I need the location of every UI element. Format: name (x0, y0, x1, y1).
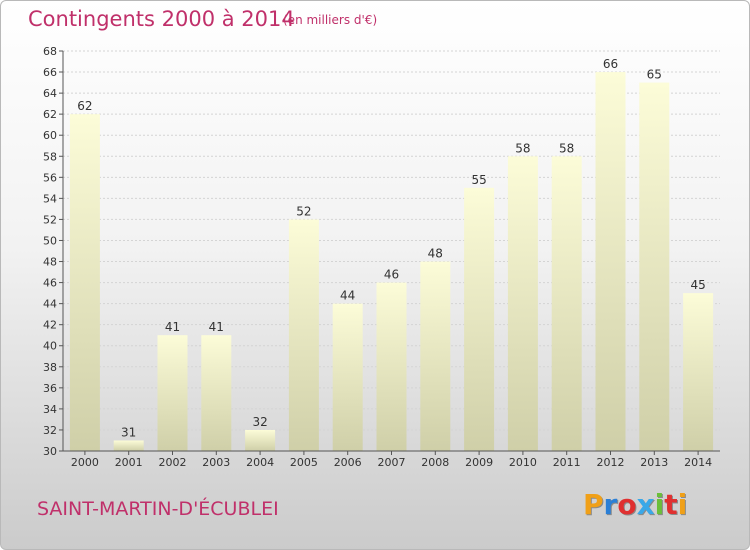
x-tick-label: 2013 (640, 456, 668, 469)
x-tick-label: 2003 (202, 456, 230, 469)
bar (376, 282, 407, 451)
data-label: 32 (252, 415, 267, 429)
x-tick-label: 2000 (71, 456, 99, 469)
y-tick-label: 46 (43, 277, 57, 290)
proxiti-logo: Proxiti (583, 488, 687, 521)
y-tick-label: 30 (43, 445, 57, 458)
data-label: 58 (515, 141, 530, 155)
y-tick-label: 42 (43, 319, 57, 332)
data-label: 46 (384, 268, 399, 282)
x-tick-label: 2004 (246, 456, 274, 469)
logo-letter: i (677, 488, 688, 521)
bar (332, 303, 363, 451)
bar (420, 261, 451, 451)
y-tick-label: 68 (43, 45, 57, 58)
y-tick-label: 64 (43, 87, 57, 100)
x-tick-label: 2007 (378, 456, 406, 469)
x-tick-label: 2010 (509, 456, 537, 469)
bar (288, 219, 319, 451)
y-axis-ticks: 30 32 34 36 38 40 42 44 46 48 50 52 54 56 58 60 62 64 66 68 (43, 45, 63, 458)
bar (201, 335, 232, 451)
logo-letter: x (636, 488, 655, 521)
y-tick-label: 48 (43, 256, 57, 269)
bar (245, 429, 276, 451)
y-tick-label: 50 (43, 234, 57, 247)
x-tick-label: 2011 (553, 456, 581, 469)
data-label: 66 (603, 57, 618, 71)
data-label: 52 (296, 204, 311, 218)
logo-letter: P (583, 488, 604, 521)
data-label: 58 (559, 141, 574, 155)
logo-letter: o (617, 488, 637, 521)
y-tick-label: 34 (43, 403, 57, 416)
y-tick-label: 54 (43, 192, 57, 205)
logo-letter: r (603, 488, 618, 521)
chart-subtitle: (en milliers d'€) (283, 13, 378, 27)
data-labels: 62 31 41 41 32 52 44 46 48 55 58 58 66 65 45 (77, 57, 705, 439)
y-tick-label: 52 (43, 213, 57, 226)
x-tick-label: 2008 (421, 456, 449, 469)
bar (683, 293, 714, 451)
bar (113, 440, 144, 451)
axes (62, 51, 720, 452)
x-tick-label: 2002 (159, 456, 187, 469)
bar (551, 156, 582, 451)
bar (157, 335, 188, 451)
data-label: 48 (428, 247, 443, 261)
x-tick-label: 2012 (597, 456, 625, 469)
logo-letter: t (664, 488, 678, 521)
x-tick-label: 2014 (684, 456, 712, 469)
y-tick-label: 58 (43, 150, 57, 163)
x-tick-label: 2001 (115, 456, 143, 469)
y-tick-label: 66 (43, 66, 57, 79)
bar (69, 114, 100, 451)
bar (464, 187, 495, 451)
data-label: 31 (121, 425, 136, 439)
bar (639, 82, 670, 451)
bar (507, 156, 538, 451)
bars (69, 72, 714, 451)
y-tick-label: 62 (43, 108, 57, 121)
commune-name: SAINT-MARTIN-D'ÉCUBLEI (37, 498, 279, 520)
data-label: 41 (209, 320, 224, 334)
y-tick-label: 38 (43, 361, 57, 374)
data-label: 45 (690, 278, 705, 292)
data-label: 41 (165, 320, 180, 334)
y-tick-label: 60 (43, 129, 57, 142)
y-tick-label: 32 (43, 424, 57, 437)
x-tick-label: 2009 (465, 456, 493, 469)
y-tick-label: 36 (43, 382, 57, 395)
data-label: 55 (471, 173, 486, 187)
x-axis-ticks: 2000 2001 2002 2003 2004 2005 2006 2007 2008 2009… (71, 451, 712, 469)
chart-title: Contingents 2000 à 2014 (28, 7, 295, 31)
bar (595, 72, 626, 451)
data-label: 62 (77, 99, 92, 113)
y-tick-label: 44 (43, 298, 57, 311)
x-tick-label: 2006 (334, 456, 362, 469)
x-tick-label: 2005 (290, 456, 318, 469)
logo-letter: i (654, 488, 665, 521)
y-tick-label: 40 (43, 340, 57, 353)
data-label: 44 (340, 289, 355, 303)
data-label: 65 (647, 68, 662, 82)
y-tick-label: 56 (43, 171, 57, 184)
